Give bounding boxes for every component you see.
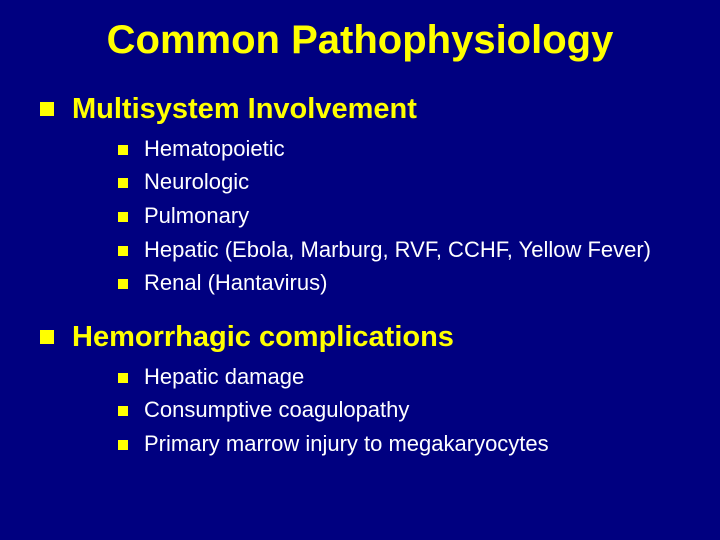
list-item-text: Pulmonary (144, 202, 249, 231)
section-sublist: Hematopoietic Neurologic Pulmonary Hepat… (118, 135, 680, 298)
list-item: Hepatic (Ebola, Marburg, RVF, CCHF, Yell… (118, 236, 680, 265)
list-item-text: Consumptive coagulopathy (144, 396, 409, 425)
presentation-slide: Common Pathophysiology Multisystem Invol… (0, 0, 720, 540)
section-heading: Hemorrhagic complications (40, 320, 680, 355)
section-label: Multisystem Involvement (72, 92, 417, 127)
bullet-level2-icon (118, 246, 128, 256)
section-heading: Multisystem Involvement (40, 92, 680, 127)
list-item: Neurologic (118, 168, 680, 197)
bullet-level2-icon (118, 440, 128, 450)
list-item-text: Neurologic (144, 168, 249, 197)
list-item: Hepatic damage (118, 363, 680, 392)
section-sublist: Hepatic damage Consumptive coagulopathy … (118, 363, 680, 459)
list-item-text: Hepatic damage (144, 363, 304, 392)
bullet-level2-icon (118, 145, 128, 155)
bullet-level2-icon (118, 178, 128, 188)
list-item: Consumptive coagulopathy (118, 396, 680, 425)
list-item-text: Hematopoietic (144, 135, 285, 164)
list-item-text: Renal (Hantavirus) (144, 269, 327, 298)
bullet-level2-icon (118, 406, 128, 416)
list-item-text: Primary marrow injury to megakaryocytes (144, 430, 549, 459)
bullet-level1-icon (40, 102, 54, 116)
list-item-text: Hepatic (Ebola, Marburg, RVF, CCHF, Yell… (144, 236, 651, 265)
list-item: Hematopoietic (118, 135, 680, 164)
bullet-level2-icon (118, 373, 128, 383)
bullet-level1-icon (40, 330, 54, 344)
slide-title: Common Pathophysiology (40, 18, 680, 62)
section-label: Hemorrhagic complications (72, 320, 454, 355)
bullet-level2-icon (118, 279, 128, 289)
list-item: Primary marrow injury to megakaryocytes (118, 430, 680, 459)
bullet-level2-icon (118, 212, 128, 222)
list-item: Renal (Hantavirus) (118, 269, 680, 298)
list-item: Pulmonary (118, 202, 680, 231)
